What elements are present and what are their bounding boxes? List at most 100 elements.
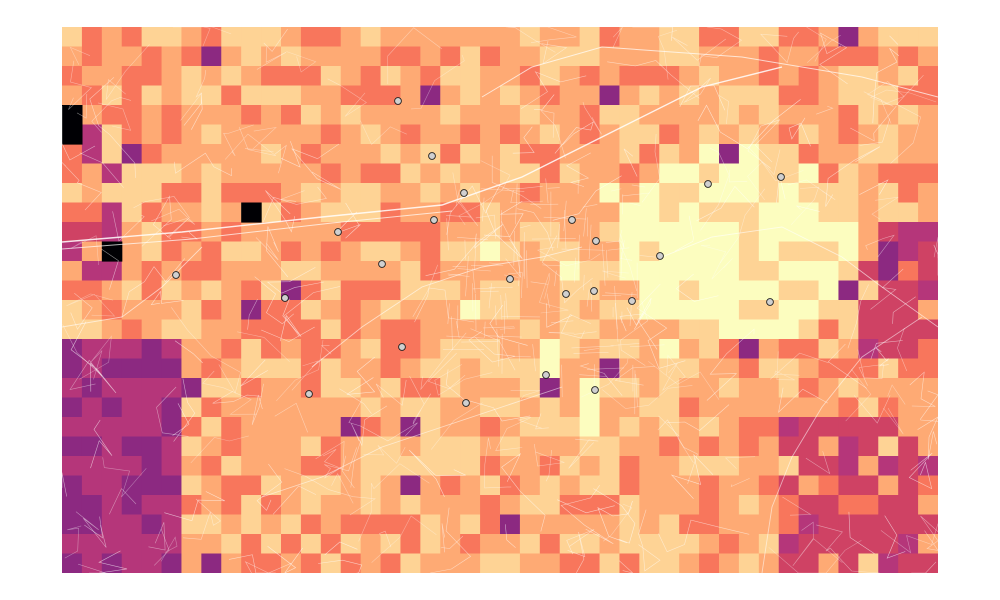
poi-marker[interactable] [591, 386, 599, 394]
heatmap-cell [500, 553, 521, 573]
heatmap-cell [898, 456, 919, 477]
poi-marker[interactable] [428, 152, 436, 160]
poi-marker[interactable] [394, 97, 402, 105]
poi-marker[interactable] [542, 371, 550, 379]
heatmap-cell [340, 397, 362, 418]
heatmap-cell [281, 163, 302, 184]
poi-marker[interactable] [378, 260, 386, 268]
heatmap-cell [858, 378, 879, 399]
road-line [517, 185, 543, 190]
heatmap-cell [559, 105, 581, 126]
poi-marker[interactable] [506, 275, 514, 283]
heatmap-cell [778, 261, 800, 282]
heatmap-cell [420, 66, 441, 87]
heatmap-cell [141, 495, 163, 516]
heatmap-cell [221, 261, 242, 282]
heatmap-cell [360, 514, 382, 535]
road-line [472, 268, 476, 294]
heatmap-cell [320, 163, 342, 184]
heatmap-cell [838, 534, 859, 555]
road-line [68, 60, 92, 110]
poi-marker[interactable] [334, 228, 342, 236]
heatmap-cell [81, 495, 103, 516]
heatmap-cell [101, 261, 123, 282]
heatmap-cell [500, 495, 521, 516]
poi-marker[interactable] [430, 216, 438, 224]
poi-marker[interactable] [704, 180, 712, 188]
heatmap-cell [659, 534, 680, 555]
poi-marker[interactable] [590, 287, 598, 295]
poi-marker[interactable] [281, 294, 289, 302]
road-line [324, 541, 358, 556]
heatmap-cell [679, 475, 700, 496]
heatmap-cell [181, 417, 202, 438]
poi-marker[interactable] [766, 298, 774, 306]
heatmap-cell [639, 27, 660, 48]
heatmap-cell [320, 66, 342, 87]
heatmap-cell [241, 124, 262, 145]
heatmap-cell [500, 339, 521, 360]
heatmap-cell [599, 378, 621, 399]
heatmap-cell [619, 280, 640, 301]
heatmap-cell [719, 27, 740, 48]
heatmap-cell [460, 124, 481, 145]
road-line [274, 402, 308, 433]
poi-marker[interactable] [656, 252, 664, 260]
poi-marker[interactable] [462, 399, 470, 407]
heatmap-cell [699, 319, 720, 340]
heatmap-cell [898, 163, 919, 184]
poi-marker[interactable] [562, 290, 570, 298]
heatmap-cell [440, 85, 461, 106]
poi-marker[interactable] [460, 189, 468, 197]
heatmap-cell [480, 183, 501, 204]
road-line [556, 499, 615, 514]
road-line [461, 341, 499, 343]
heatmap-cell [440, 534, 461, 555]
poi-marker[interactable] [592, 237, 600, 245]
heatmap-cell [201, 339, 222, 360]
poi-marker[interactable] [568, 216, 576, 224]
poi-marker[interactable] [628, 297, 636, 305]
heatmap-cell [400, 514, 421, 535]
heatmap-cell [360, 27, 382, 48]
heatmap-cell [181, 222, 202, 243]
heatmap-cell [340, 27, 362, 48]
heatmap-cell [519, 85, 541, 106]
heatmap-cell [559, 144, 581, 165]
heatmap-cell [480, 241, 501, 262]
heatmap-cell [639, 105, 660, 126]
heatmap-cell [101, 436, 123, 457]
road-line [597, 500, 633, 544]
road-line [909, 371, 936, 407]
road-line [683, 77, 711, 103]
road-line [272, 485, 317, 515]
road-line [583, 208, 587, 237]
road-line [623, 148, 638, 177]
heatmap-cell [699, 280, 720, 301]
heatmap-cell [400, 27, 421, 48]
heatmap-cell [101, 475, 123, 496]
road-line [166, 217, 189, 238]
poi-marker[interactable] [305, 390, 313, 398]
poi-marker[interactable] [172, 271, 180, 279]
poi-marker[interactable] [777, 173, 785, 181]
heatmap-cell [519, 27, 541, 48]
heatmap-cell [380, 124, 402, 145]
heatmap-cell [918, 475, 938, 496]
poi-marker[interactable] [398, 343, 406, 351]
heatmap-cell [898, 514, 919, 535]
heatmap-cell [519, 397, 541, 418]
heatmap-cell [738, 436, 760, 457]
heatmap-cell [300, 417, 322, 438]
heatmap-cell [62, 105, 83, 126]
heatmap-cell [201, 144, 222, 165]
heatmap-cell [141, 553, 163, 573]
road-line [512, 126, 535, 154]
road-line [582, 204, 598, 208]
heatmap-cell [320, 300, 342, 321]
road-line [546, 293, 550, 308]
heatmap-cell [440, 319, 461, 340]
heatmap-cell [858, 339, 879, 360]
heatmap-cell [420, 46, 441, 67]
road-line [489, 262, 501, 265]
